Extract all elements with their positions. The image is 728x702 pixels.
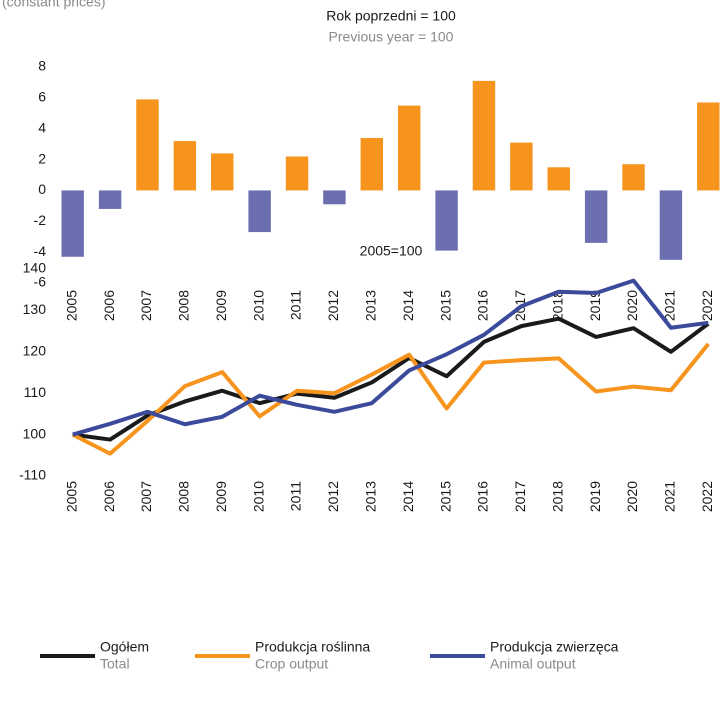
line-series <box>72 316 710 442</box>
legend-sublabel: Total <box>100 656 130 672</box>
legend-label: Produkcja roślinna <box>255 639 370 655</box>
bar <box>173 141 197 191</box>
x-tick-label: 2019 <box>587 290 603 321</box>
x-tick-label: 2005 <box>63 290 79 321</box>
x-tick-label: 2011 <box>288 290 304 320</box>
y-tick-label: 120 <box>23 343 47 359</box>
bar <box>697 102 720 191</box>
x-tick-label: 2021 <box>662 290 678 321</box>
x-tick-label: 2013 <box>363 481 379 512</box>
x-tick-label: 2014 <box>400 481 416 512</box>
bar <box>472 80 496 191</box>
x-tick-label: 2010 <box>250 481 266 512</box>
note: (constant prices) <box>2 0 105 10</box>
legend-label: Ogółem <box>100 639 149 655</box>
x-tick-label: 2014 <box>400 290 416 321</box>
x-tick-label: 2012 <box>325 290 341 321</box>
x-tick-label: 2006 <box>101 481 117 512</box>
x-tick-label: 2006 <box>101 290 117 321</box>
legend-sublabel: Animal output <box>490 656 576 672</box>
bar <box>547 167 570 191</box>
x-tick-label: 2020 <box>624 481 640 512</box>
chart-title: 2005=100 <box>360 243 423 259</box>
x-tick-label: 2022 <box>699 290 715 321</box>
x-tick-label: 2008 <box>176 481 192 512</box>
legend-label: Produkcja zwierzęca <box>490 639 619 655</box>
y-tick-label: 6 <box>38 89 46 105</box>
x-tick-label: 2005 <box>63 481 79 512</box>
chart-subtitle: Previous year = 100 <box>329 29 454 45</box>
bar <box>435 190 458 251</box>
bar <box>397 105 421 191</box>
legend-sublabel: Crop output <box>255 656 328 672</box>
x-tick-label: 2018 <box>549 290 565 321</box>
x-tick-label: 2015 <box>437 290 453 321</box>
x-tick-label: 2008 <box>176 290 192 321</box>
x-tick-label: 2012 <box>325 481 341 512</box>
x-tick-label: 2022 <box>699 481 715 512</box>
x-tick-label: 2018 <box>549 481 565 512</box>
bar <box>61 190 84 257</box>
x-tick-label: 2015 <box>437 481 453 512</box>
y-tick-label: 0 <box>38 181 46 197</box>
x-tick-label: 2007 <box>138 481 154 512</box>
bar <box>285 156 309 191</box>
y-tick-label: -2 <box>34 212 47 228</box>
y-tick-label: 4 <box>38 119 46 135</box>
x-tick-label: 2020 <box>624 290 640 321</box>
y-tick-label: 2 <box>38 150 46 166</box>
bar <box>360 137 384 191</box>
y-tick-label: 8 <box>38 58 46 74</box>
bar <box>659 190 683 260</box>
bar <box>248 190 271 233</box>
x-tick-label: 2016 <box>475 481 491 512</box>
bar <box>211 153 234 191</box>
y-tick-label: 100 <box>23 425 47 441</box>
x-tick-label: 2007 <box>138 290 154 321</box>
x-tick-label: 2019 <box>587 481 603 512</box>
bar <box>622 164 645 191</box>
x-tick-label: 2013 <box>363 290 379 321</box>
x-tick-label: 2011 <box>288 481 304 511</box>
x-tick-label: 2016 <box>475 290 491 321</box>
y-tick-label: 110 <box>24 384 47 400</box>
y-tick-label: -6 <box>34 274 47 290</box>
y-tick-label: -110 <box>19 467 46 483</box>
y-tick-label: 140 <box>23 260 47 276</box>
x-tick-label: 2009 <box>213 481 229 512</box>
chart-title: Rok poprzedni = 100 <box>326 8 456 24</box>
y-tick-label: 130 <box>23 301 47 317</box>
bar <box>323 190 346 205</box>
x-tick-label: 2010 <box>250 290 266 321</box>
bar <box>584 190 608 243</box>
x-tick-label: 2017 <box>512 481 528 512</box>
bar <box>98 190 122 209</box>
bar <box>136 99 159 191</box>
y-tick-label: -4 <box>34 243 47 259</box>
x-tick-label: 2021 <box>662 481 678 512</box>
line-series <box>71 342 710 456</box>
bar <box>510 142 533 191</box>
x-tick-label: 2009 <box>213 290 229 321</box>
line-series <box>72 278 709 437</box>
